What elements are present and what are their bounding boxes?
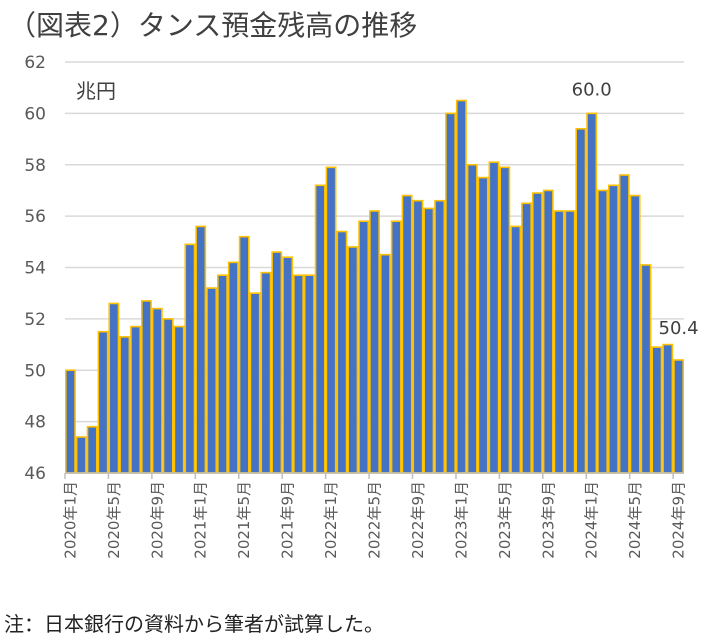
bar: [238, 235, 250, 474]
bar: [477, 176, 489, 474]
bar: [86, 425, 98, 474]
bar: [618, 174, 630, 474]
bar: [347, 246, 359, 474]
y-tick-label: 62: [24, 53, 46, 73]
x-tick-label: 2020年5月: [105, 481, 123, 559]
bar: [564, 210, 576, 474]
data-label: 50.4: [659, 318, 699, 339]
bar: [423, 207, 435, 474]
x-tick-label: 2022年9月: [409, 481, 427, 559]
bar: [141, 300, 152, 474]
bar: [412, 199, 424, 474]
bar: [119, 336, 131, 474]
y-tick-label: 48: [24, 413, 46, 433]
x-tick-label: 2023年5月: [496, 481, 514, 559]
bar: [217, 274, 228, 474]
bar: [97, 330, 109, 474]
bar: [260, 271, 272, 474]
x-tick-label: 2020年1月: [61, 481, 79, 559]
y-tick-label: 50: [24, 361, 46, 381]
bar: [108, 302, 120, 474]
bar: [553, 210, 565, 474]
bar: [195, 225, 207, 474]
bar: [531, 192, 543, 474]
bar: [445, 112, 456, 474]
y-tick-label: 58: [24, 156, 46, 176]
bar: [293, 274, 304, 474]
bar-chart: 46 48 50 52 54 56 58 60 62 兆円 2020年1月 2020年5月 2020年9…: [24, 53, 699, 559]
bar: [325, 166, 337, 474]
bar: [510, 225, 522, 474]
bar: [575, 127, 587, 474]
bar: [586, 112, 598, 474]
bar: [651, 346, 663, 474]
x-tick-label: 2024年1月: [583, 481, 601, 559]
bar: [401, 194, 413, 474]
bar: [162, 318, 174, 474]
y-tick-label: 56: [24, 207, 46, 227]
bar: [151, 307, 163, 474]
x-tick-label: 2024年9月: [670, 481, 688, 559]
bar: [521, 202, 532, 474]
x-tick-label: 2022年5月: [366, 481, 384, 559]
bar: [358, 220, 370, 474]
y-tick-label: 52: [24, 310, 46, 330]
bar: [173, 325, 185, 474]
x-tick-label: 2021年1月: [192, 481, 210, 559]
y-tick-label: 54: [24, 259, 46, 279]
bar: [390, 220, 402, 474]
bar: [249, 292, 261, 474]
bar: [640, 264, 652, 474]
bar: [227, 261, 239, 474]
bar: [542, 189, 554, 474]
bar: [271, 251, 283, 474]
bar: [466, 163, 478, 474]
x-tick-label: 2023年1月: [452, 481, 470, 559]
bar: [673, 359, 685, 474]
bar: [336, 230, 348, 474]
bar: [206, 287, 218, 474]
bar: [662, 343, 674, 474]
bar: [607, 184, 619, 474]
x-tick-label: 2021年5月: [235, 481, 253, 559]
x-tick-label: 2022年1月: [322, 481, 340, 559]
bar: [65, 369, 76, 474]
bar: [455, 99, 467, 474]
x-tick-label: 2024年5月: [626, 481, 644, 559]
bar: [499, 166, 511, 474]
x-tick-label: 2020年9月: [148, 481, 166, 559]
bar: [130, 325, 142, 474]
x-tick-label: 2023年9月: [539, 481, 557, 559]
bar: [369, 210, 380, 474]
data-label: 60.0: [572, 79, 612, 100]
y-tick-label: 60: [24, 104, 46, 124]
x-tick-label: 2021年9月: [279, 481, 297, 559]
bar: [379, 253, 391, 474]
unit-label: 兆円: [76, 79, 116, 103]
chart-title: （図表2）タンス預金残高の推移: [8, 9, 418, 42]
bar: [282, 256, 294, 474]
bar: [184, 243, 196, 474]
bar: [434, 199, 446, 474]
bar: [303, 274, 315, 474]
y-tick-label: 46: [24, 464, 46, 484]
source-note: 注：日本銀行の資料から筆者が試算した。: [4, 612, 384, 636]
bar: [75, 436, 87, 474]
bar: [488, 161, 500, 474]
bar: [629, 194, 641, 474]
bar: [597, 189, 608, 474]
bar: [314, 184, 326, 474]
